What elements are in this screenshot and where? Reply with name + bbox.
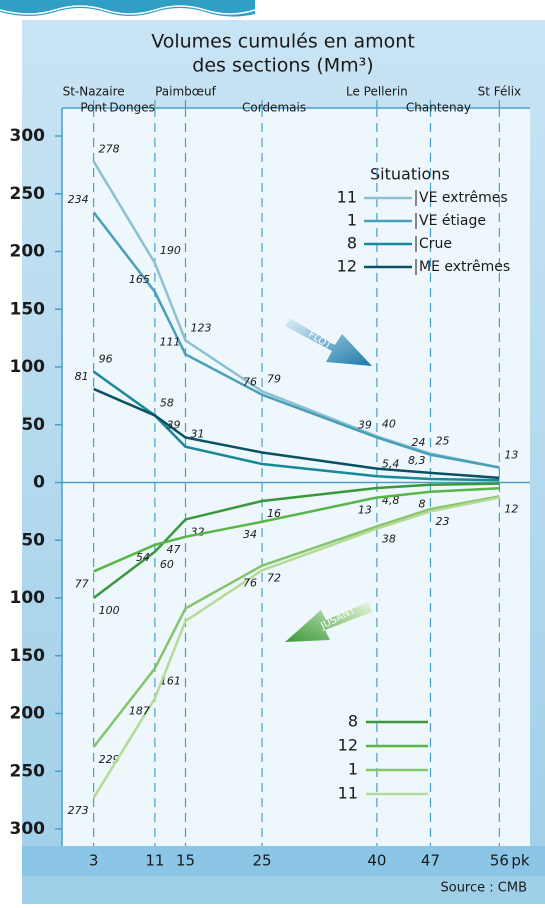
x-tick-label: 40 bbox=[367, 852, 386, 870]
data-label: 79 bbox=[267, 372, 281, 385]
y-tick-label: 0 bbox=[33, 473, 45, 493]
y-tick-label: 50 bbox=[21, 415, 45, 435]
data-label: 13 bbox=[358, 504, 372, 517]
data-label: 39 bbox=[358, 418, 372, 431]
data-label: 12 bbox=[504, 502, 518, 515]
legend-label: Crue bbox=[419, 236, 452, 252]
data-label: 77 bbox=[75, 577, 89, 590]
y-tick-label: 300 bbox=[10, 819, 46, 839]
data-label: 58 bbox=[160, 397, 174, 410]
data-label: 76 bbox=[243, 376, 257, 389]
data-label: 24 bbox=[411, 436, 425, 449]
data-label: 8,3 bbox=[408, 454, 426, 467]
data-label: 123 bbox=[190, 321, 211, 334]
x-tick-label: 47 bbox=[421, 852, 440, 870]
place-label: Pont bbox=[80, 101, 107, 115]
data-label: 190 bbox=[160, 244, 181, 257]
place-label: Le Pellerin bbox=[346, 85, 408, 99]
data-label: 278 bbox=[99, 142, 120, 155]
data-label: 187 bbox=[129, 704, 150, 717]
data-label: 72 bbox=[267, 572, 281, 585]
legend-number: 8 bbox=[348, 712, 358, 731]
source: Source : CMB bbox=[440, 881, 527, 896]
data-label: 273 bbox=[68, 804, 89, 817]
data-label: 96 bbox=[99, 353, 113, 366]
place-label: Paimbœuf bbox=[155, 85, 217, 99]
place-label: Cordemais bbox=[242, 101, 306, 115]
x-tick-label: 15 bbox=[176, 852, 195, 870]
data-label: 13 bbox=[504, 448, 518, 461]
x-tick-label: 3 bbox=[89, 852, 99, 870]
data-label: 39 bbox=[166, 418, 180, 431]
y-tick-label: 150 bbox=[10, 646, 46, 666]
legend-number: 12 bbox=[338, 736, 358, 755]
x-tick-label: 25 bbox=[253, 852, 272, 870]
x-tick-label: 56 bbox=[490, 852, 509, 870]
data-label: 54 bbox=[136, 551, 150, 564]
data-label: 111 bbox=[159, 335, 180, 348]
place-label: St-Nazaire bbox=[63, 85, 125, 99]
legend-number: 12 bbox=[337, 257, 357, 276]
data-label: 100 bbox=[99, 604, 120, 617]
data-label: 81 bbox=[75, 370, 89, 383]
x-axis-band bbox=[22, 846, 545, 876]
legend-label: ME extrêmes bbox=[419, 259, 510, 275]
data-label: 23 bbox=[435, 515, 449, 528]
data-label: 25 bbox=[435, 435, 449, 448]
y-tick-label: 250 bbox=[10, 761, 46, 781]
x-unit: pk bbox=[511, 852, 530, 870]
y-tick-label: 300 bbox=[10, 126, 46, 146]
data-label: 8 bbox=[418, 498, 425, 511]
data-label: 76 bbox=[243, 576, 257, 589]
legend-number: 1 bbox=[348, 760, 358, 779]
place-label: Donges bbox=[109, 101, 154, 115]
y-tick-label: 250 bbox=[10, 184, 46, 204]
legend-number: 11 bbox=[338, 784, 358, 803]
legend-number: 8 bbox=[347, 234, 357, 253]
y-tick-label: 50 bbox=[21, 530, 45, 550]
y-tick-label: 200 bbox=[10, 242, 46, 262]
title-line: des sections (Mm³) bbox=[192, 55, 373, 77]
legend-number: 11 bbox=[337, 188, 357, 207]
title-line: Volumes cumulés en amont bbox=[151, 31, 415, 53]
y-tick-label: 200 bbox=[10, 704, 46, 724]
data-label: 47 bbox=[166, 543, 180, 556]
legend-label: VE étiage bbox=[419, 213, 486, 229]
x-tick-label: 11 bbox=[145, 852, 164, 870]
data-label: 40 bbox=[382, 417, 396, 430]
y-tick-label: 100 bbox=[10, 588, 46, 608]
data-label: 234 bbox=[68, 193, 89, 206]
legend-title: Situations bbox=[370, 165, 450, 184]
data-label: 165 bbox=[129, 273, 150, 286]
legend-label: VE extrêmes bbox=[419, 190, 508, 206]
legend-number: 1 bbox=[347, 211, 357, 230]
data-label: 34 bbox=[243, 528, 257, 541]
data-label: 60 bbox=[160, 558, 174, 571]
place-label: Chantenay bbox=[406, 101, 471, 115]
data-label: 38 bbox=[382, 532, 396, 545]
y-tick-label: 100 bbox=[10, 357, 46, 377]
y-tick-label: 150 bbox=[10, 299, 46, 319]
place-label: St Félix bbox=[478, 85, 522, 99]
